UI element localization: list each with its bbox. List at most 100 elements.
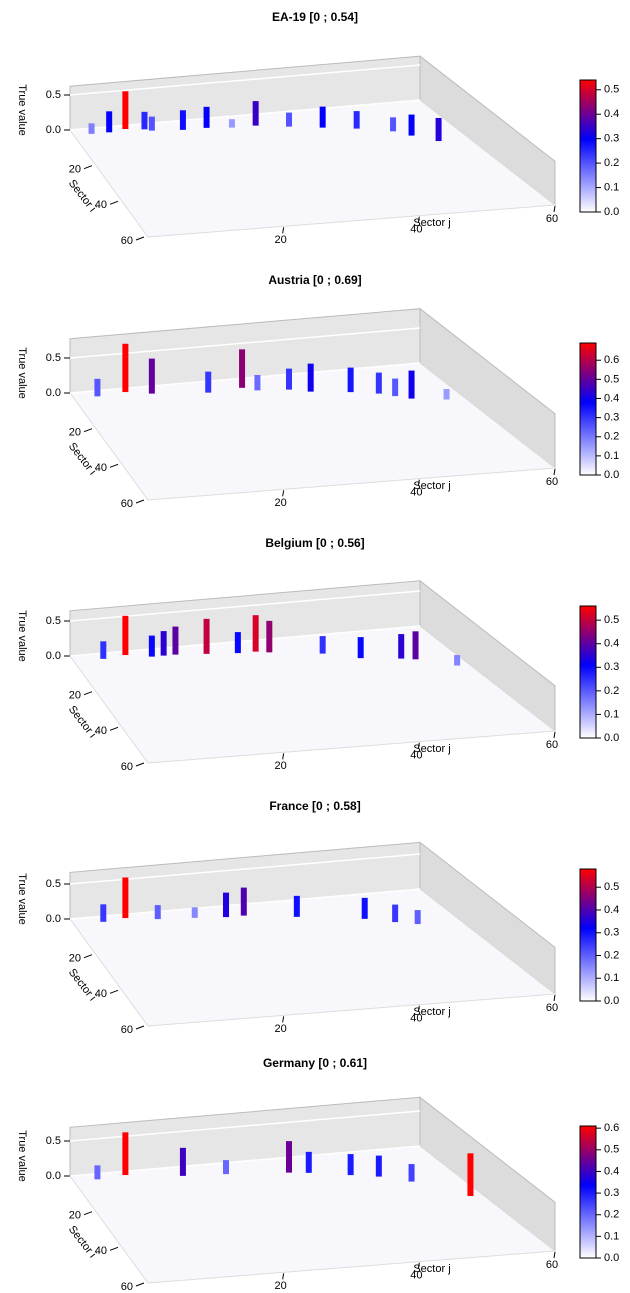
colorbar-tick-label: 0.5 [604,614,619,626]
x-tick [553,1251,556,1259]
bar [357,637,364,659]
colorbar-tick-label: 0.2 [604,685,619,697]
z-tick-label: 0.0 [46,387,61,399]
y-tick-label: 40 [95,1245,107,1257]
y-tick-label: 20 [69,690,81,702]
y-tick-label: 40 [95,462,107,474]
x-axis-label: Sector j [413,1263,450,1275]
bar [266,620,273,653]
y-axis-label: Sector i [66,704,98,741]
colorbar-tick-label: 0.4 [604,638,619,650]
bar [307,363,314,392]
x-tick [282,227,285,234]
bar [160,631,167,656]
colorbar [579,868,597,1002]
y-axis-label: Sector i [66,1224,98,1261]
colorbar-tick-label: 0.0 [604,995,619,1007]
bar [286,1141,292,1173]
z-tick-label: 0.5 [46,1135,61,1147]
panel: EA-19 [0 ; 0.54] 0.0 0.5 True value 20 40 60 Se… [16,10,619,247]
bar [122,91,129,130]
y-tick-label: 60 [121,235,133,247]
bar [454,655,461,666]
colorbar-tick-label: 0.1 [604,708,619,720]
panel: Austria [0 ; 0.69] 0.0 0.5 True value 20 40 60… [16,273,619,510]
chart-title: Belgium [0 ; 0.56] [265,536,364,550]
x-axis-label: Sector j [413,217,450,229]
bar [141,111,148,130]
colorbar-tick-label: 0.3 [604,927,619,939]
x-tick-label: 40 [410,487,422,499]
y-tick [83,954,93,959]
bar [240,887,247,916]
x-tick-label: 40 [410,224,422,236]
bar [319,636,326,654]
bar [252,615,259,652]
x-tick [553,731,556,739]
colorbar [579,605,597,739]
y-tick [83,691,93,696]
colorbar-tick-label: 0.2 [604,157,619,169]
colorbar-tick-label: 0.4 [604,1165,619,1177]
y-tick [135,762,145,767]
colorbar-tick-label: 0.0 [604,469,619,481]
x-tick [417,1262,420,1269]
colorbar-tick-label: 0.2 [604,431,619,443]
colorbar-tick-label: 0.3 [604,412,619,424]
y-tick [109,726,119,731]
colorbar-tick-label: 0.2 [604,949,619,961]
y-tick-label: 60 [121,1024,133,1036]
y-tick [135,1282,145,1287]
bar [319,106,326,128]
bar [203,106,210,128]
bar [148,635,155,657]
colorbar-tick-label: 0.3 [604,133,619,145]
z-axis-label: True value [16,1130,28,1182]
z-tick-label: 0.5 [46,878,61,890]
bar [353,111,360,129]
panel: Belgium [0 ; 0.56] 0.0 0.5 True value 20 40 60… [16,536,619,773]
bar [408,1164,415,1182]
bar [252,101,259,126]
bar [408,370,415,399]
x-axis-label: Sector j [413,743,450,755]
colorbar-tick-label: 0.0 [604,206,619,218]
x-tick-label: 60 [546,213,558,225]
x-tick-label: 40 [410,1270,422,1282]
x-tick-label: 60 [546,739,558,751]
bar [435,117,442,142]
colorbar-tick-label: 0.3 [604,1187,619,1199]
grid-line [69,64,421,96]
colorbar-tick-label: 0.5 [604,881,619,893]
y-tick-label: 20 [69,164,81,176]
bar [122,343,129,393]
colorbar-tick-label: 0.5 [604,1144,619,1156]
bar [286,112,292,127]
y-tick [109,200,119,205]
bar [443,389,450,400]
x-axis-label: Sector j [413,1006,450,1018]
x-axis-label: Sector j [413,480,450,492]
bar [412,631,419,660]
z-tick-label: 0.5 [46,352,61,364]
x-tick-label: 60 [546,1002,558,1014]
x-tick [417,216,420,223]
colorbar-tick-label: 0.5 [604,373,619,385]
bar [286,368,292,390]
colorbar-tick-label: 0.5 [604,84,619,96]
y-tick-label: 40 [95,725,107,737]
x-tick [553,468,556,476]
x-tick [282,753,285,760]
colorbar-tick-label: 0.0 [604,1252,619,1264]
z-tick-label: 0.0 [46,124,61,136]
bar [408,114,415,136]
x-tick-label: 20 [275,1023,287,1035]
x-tick-label: 60 [546,1259,558,1271]
colorbar [579,342,597,476]
bar [94,1165,101,1180]
y-tick-label: 60 [121,761,133,773]
bar [254,374,261,391]
bar [203,618,210,654]
x-tick-label: 40 [410,750,422,762]
y-tick [83,1211,93,1216]
